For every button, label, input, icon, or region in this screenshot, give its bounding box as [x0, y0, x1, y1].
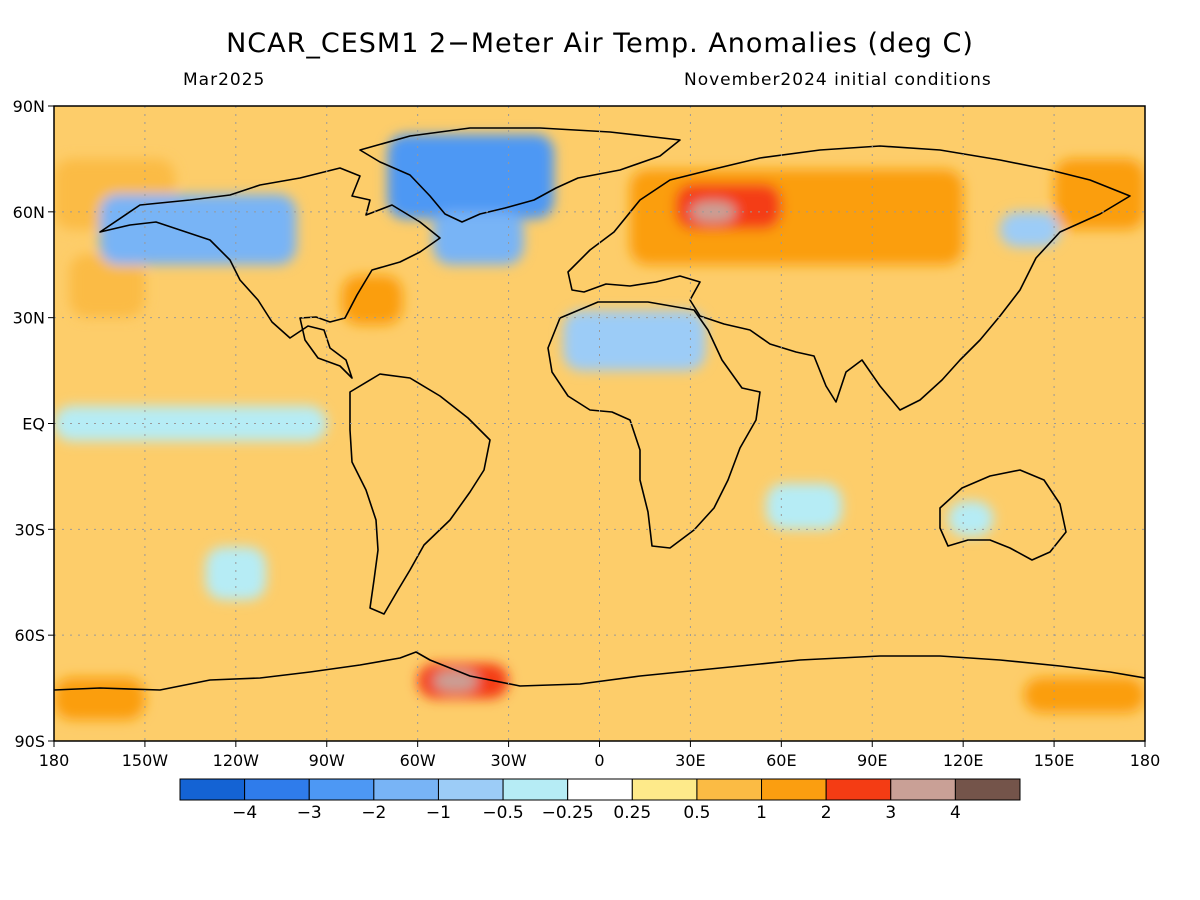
lon-tick-label: 150W [122, 751, 169, 770]
lat-tick-label: EQ [22, 415, 45, 434]
colorbar-label: −0.25 [542, 803, 594, 823]
anomaly-region-weddell-core [432, 670, 479, 692]
lon-tick-label: 30E [675, 751, 705, 770]
colorbar-swatch [567, 778, 633, 801]
lat-tick-label: 60S [14, 626, 45, 645]
lon-tick-label: 60E [766, 751, 796, 770]
colorbar-swatch [244, 778, 310, 801]
lon-tick-label: 60W [400, 751, 436, 770]
lon-tick-label: 90W [309, 751, 345, 770]
colorbar-label: −3 [297, 803, 322, 823]
coastline-antarctica [54, 651, 1145, 691]
lon-tick-label: 120E [943, 751, 984, 770]
colorbar-swatch [502, 778, 569, 801]
anomaly-region-indian-ocean-cool [766, 483, 842, 530]
colorbar-label: 4 [950, 803, 961, 823]
lon-tick-label: 180 [39, 751, 70, 770]
lat-tick-label: 30N [13, 309, 45, 328]
lon-tick-label: 30W [490, 751, 526, 770]
valid-month-label: Mar2025 [183, 70, 266, 90]
colorbar-label: −0.5 [482, 803, 523, 823]
lon-tick-label: 150E [1034, 751, 1075, 770]
colorbar-label: 3 [885, 803, 896, 823]
colorbar-swatch [761, 778, 827, 801]
lat-tick-label: 30S [14, 520, 45, 539]
anomaly-region-greenland-baffin [387, 134, 555, 219]
colorbar-label: −1 [426, 803, 451, 823]
colorbar-label: −2 [361, 803, 386, 823]
colorbar-swatch [308, 778, 375, 801]
colorbar-label: 0.5 [683, 803, 710, 823]
anomaly-region-south-pacific-cool [205, 546, 267, 600]
colorbar-swatch [890, 778, 956, 801]
colorbar-swatch [954, 778, 1021, 801]
colorbar-label: 0.25 [613, 803, 651, 823]
anomaly-region-sahara-cool [563, 310, 706, 371]
colorbar-swatch [696, 778, 763, 801]
lon-tick-label: 0 [594, 751, 604, 770]
lon-tick-label: 120W [213, 751, 260, 770]
colorbar-label: 1 [756, 803, 767, 823]
anomaly-region-kamchatka-cool [999, 211, 1061, 248]
lon-tick-label: 180 [1130, 751, 1161, 770]
colorbar-swatch [373, 778, 439, 801]
colorbar-swatch [179, 778, 246, 801]
anomaly-region-australia-cool [948, 501, 994, 537]
lon-tick-label: 90E [857, 751, 887, 770]
init-conditions-label: November2024 initial conditions [684, 70, 992, 90]
chart-title: NCAR_CESM1 2−Meter Air Temp. Anomalies (… [226, 28, 974, 59]
anomaly-region-central-north-pacific [69, 254, 145, 318]
coastline-greenland [359, 127, 681, 223]
lat-tick-label: 90N [13, 97, 45, 116]
anomaly-region-west-siberia-core [690, 201, 736, 223]
lat-tick-label: 60N [13, 203, 45, 222]
colorbar-label: 2 [821, 803, 832, 823]
coastline-north-america [99, 167, 441, 379]
anomaly-region-north-atlantic-cool [432, 211, 524, 265]
lat-tick-label: 90S [14, 732, 45, 751]
coastline-australia [939, 469, 1067, 561]
colorbar-label: −4 [232, 803, 257, 823]
colorbar-swatch [631, 778, 698, 801]
coastline-eurasia [567, 145, 1131, 411]
anomaly-region-eastern-us-warm [341, 275, 403, 325]
anomaly-region-ross-sea-warm [1023, 677, 1145, 713]
colorbar-swatch [825, 778, 892, 801]
coastline-africa [547, 301, 761, 549]
coastline-south-america [349, 373, 491, 615]
colorbar-swatch [437, 778, 504, 801]
